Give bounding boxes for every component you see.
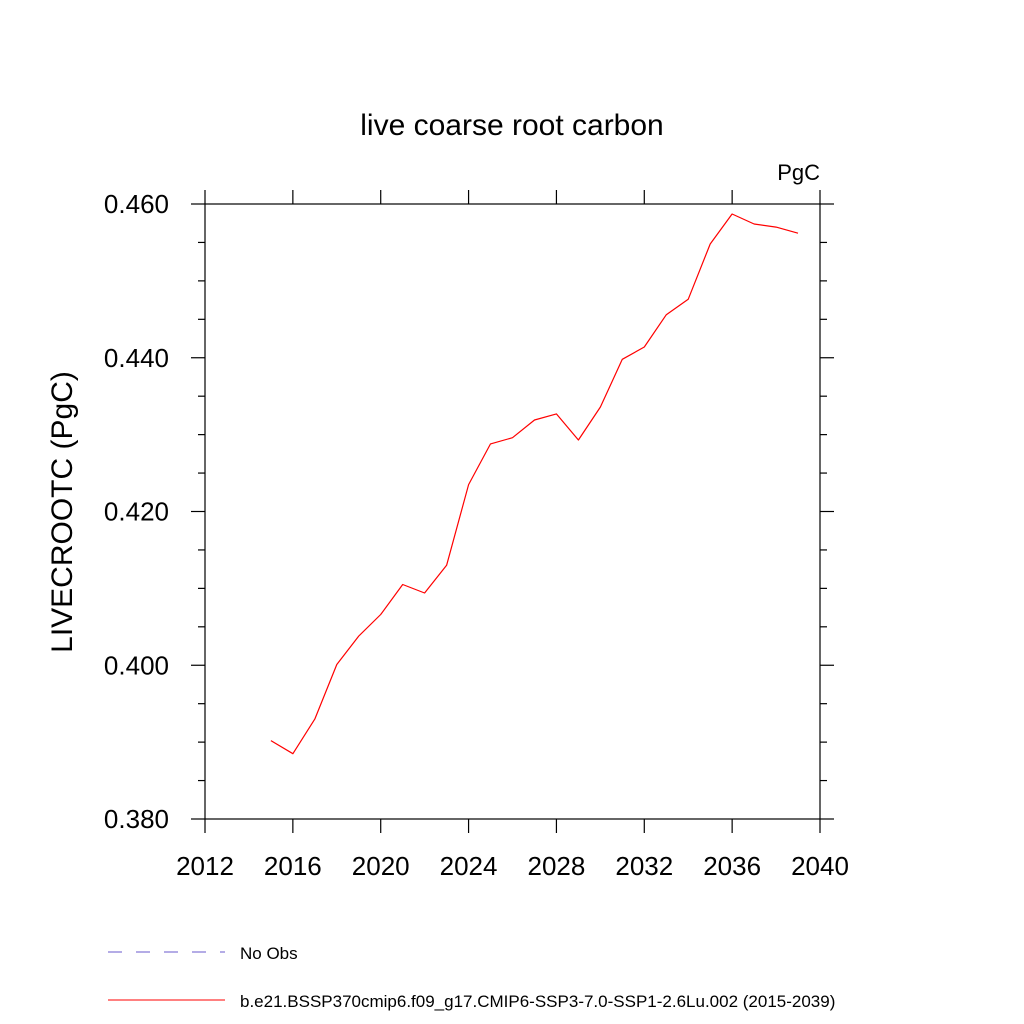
chart-title: live coarse root carbon bbox=[360, 109, 664, 142]
x-tick-label: 2036 bbox=[703, 851, 761, 881]
x-tick-label: 2016 bbox=[264, 851, 322, 881]
y-tick-label: 0.380 bbox=[104, 804, 169, 834]
legend: No Obs b.e21.BSSP370cmip6.f09_g17.CMIP6-S… bbox=[108, 944, 835, 1011]
y-axis-label: LIVECROOTC (PgC) bbox=[46, 371, 79, 653]
x-tick-label: 2020 bbox=[352, 851, 410, 881]
series-line bbox=[270, 213, 799, 755]
y-tick-label: 0.400 bbox=[104, 650, 169, 680]
x-axis-tick-labels: 2012 2016 2020 2024 2028 2032 2036 2040 bbox=[176, 851, 849, 881]
x-tick-label: 2012 bbox=[176, 851, 234, 881]
x-tick-label: 2040 bbox=[791, 851, 849, 881]
legend-label: No Obs bbox=[240, 944, 298, 963]
plot-frame bbox=[204, 203, 821, 820]
y-axis-ticks bbox=[191, 203, 834, 820]
x-tick-label: 2024 bbox=[440, 851, 498, 881]
units-label: PgC bbox=[777, 160, 820, 185]
y-tick-label: 0.420 bbox=[104, 497, 169, 527]
y-axis-tick-labels: 0.380 0.400 0.420 0.440 0.460 bbox=[104, 189, 169, 834]
y-tick-label: 0.440 bbox=[104, 343, 169, 373]
x-axis-ticks bbox=[204, 190, 821, 833]
x-tick-label: 2028 bbox=[528, 851, 586, 881]
x-tick-label: 2032 bbox=[615, 851, 673, 881]
y-tick-label: 0.460 bbox=[104, 189, 169, 219]
legend-label: b.e21.BSSP370cmip6.f09_g17.CMIP6-SSP3-7.… bbox=[240, 992, 835, 1011]
